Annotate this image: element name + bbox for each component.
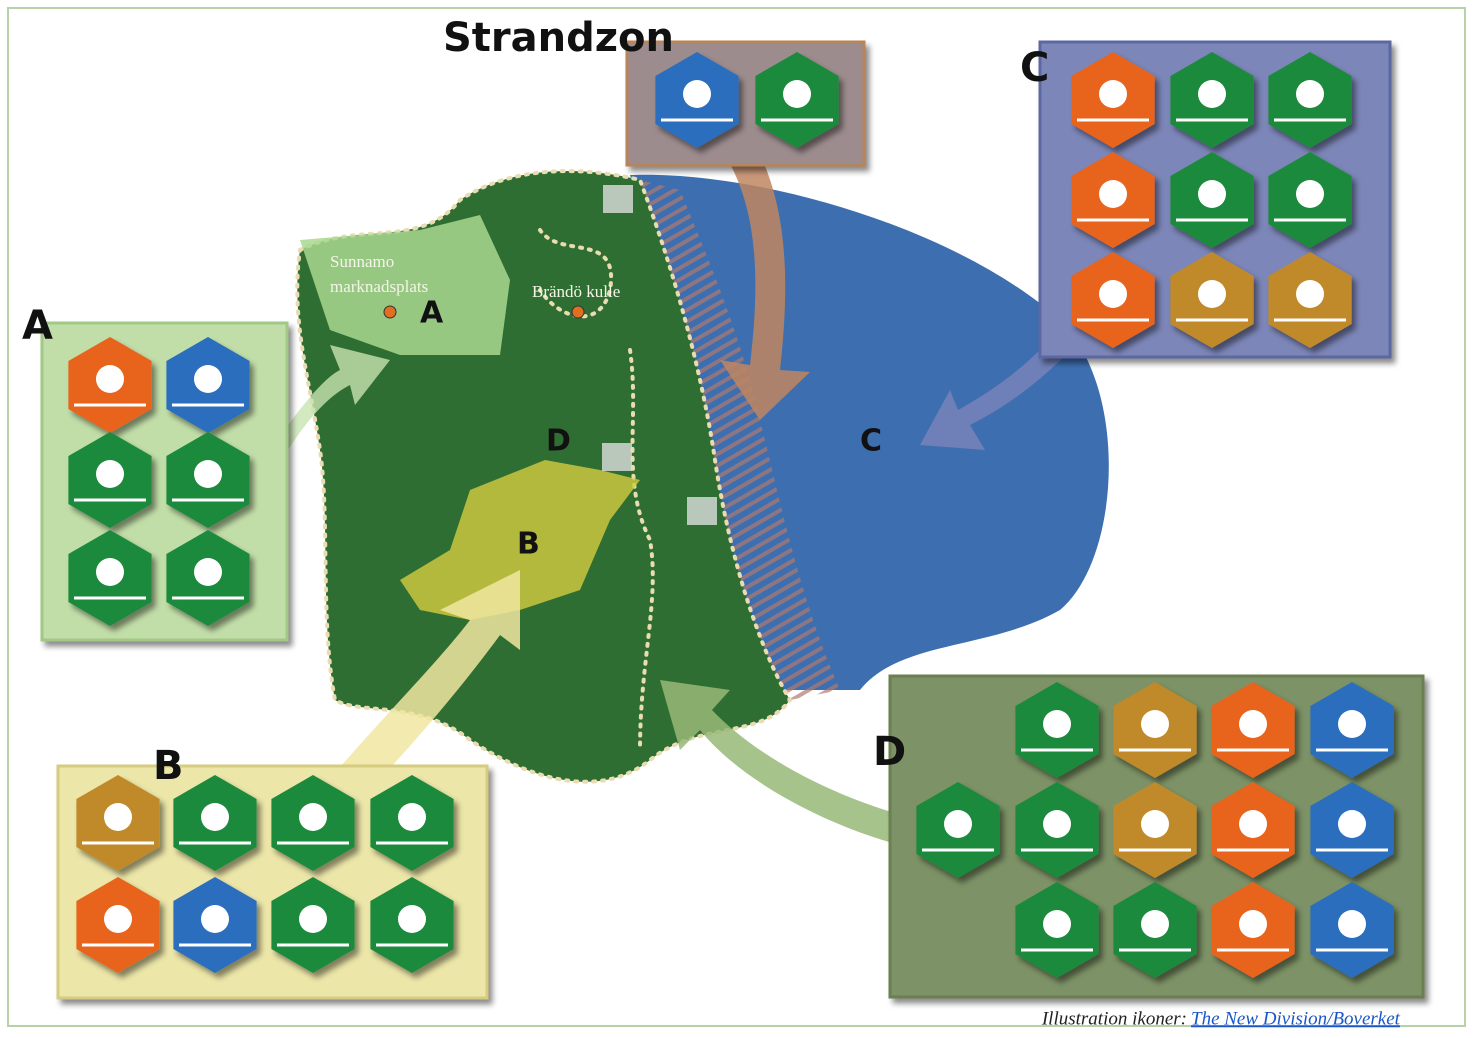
icon-glyph <box>299 803 327 831</box>
place-label: Sunnamo <box>330 252 394 271</box>
fire-icon <box>603 185 633 213</box>
icon-glyph <box>201 905 229 933</box>
icon-glyph <box>398 803 426 831</box>
fire-icon <box>687 497 717 525</box>
icon-glyph <box>683 80 711 108</box>
map-zone-label: C <box>860 424 882 459</box>
place-label: marknadsplats <box>330 277 428 296</box>
icon-glyph <box>194 460 222 488</box>
zone-title: D <box>873 729 906 775</box>
zone-title: C <box>1020 45 1049 91</box>
icon-glyph <box>299 905 327 933</box>
icon-glyph <box>1043 910 1071 938</box>
map-zone-label: D <box>546 424 571 459</box>
icon-glyph <box>1141 810 1169 838</box>
icon-glyph <box>1239 910 1267 938</box>
illustration: Sunnamo marknadsplats Brändö kulle A B C… <box>0 0 1473 1034</box>
icon-glyph <box>1239 710 1267 738</box>
page: Sunnamo marknadsplats Brändö kulle A B C… <box>0 0 1473 1034</box>
icon-glyph <box>1198 180 1226 208</box>
icon-glyph <box>1338 810 1366 838</box>
icon-glyph <box>1198 280 1226 308</box>
zone-title: A <box>22 303 53 349</box>
credit-text: Illustration ikoner: <box>1041 1008 1187 1029</box>
place-marker <box>384 306 396 318</box>
icon-glyph <box>194 558 222 586</box>
icon-glyph <box>104 803 132 831</box>
place-label: Brändö kulle <box>532 282 620 301</box>
icon-glyph <box>1296 80 1324 108</box>
icon-glyph <box>1043 710 1071 738</box>
credit-link[interactable]: The New Division/Boverket <box>1191 1008 1401 1029</box>
icon-glyph <box>1338 710 1366 738</box>
zone-title: Strandzon <box>443 15 674 61</box>
zone-title: B <box>153 743 184 789</box>
icon-glyph <box>1198 80 1226 108</box>
map-zone-label: A <box>420 296 444 331</box>
icon-glyph <box>398 905 426 933</box>
icon-glyph <box>1141 910 1169 938</box>
icon-glyph <box>1043 810 1071 838</box>
icon-glyph <box>1338 910 1366 938</box>
map-zone-label: B <box>517 527 540 562</box>
icon-glyph <box>1099 180 1127 208</box>
icon-glyph <box>96 365 124 393</box>
icon-glyph <box>1141 710 1169 738</box>
icon-glyph <box>194 365 222 393</box>
icon-glyph <box>1296 180 1324 208</box>
icon-glyph <box>1099 80 1127 108</box>
icon-glyph <box>201 803 229 831</box>
icon-glyph <box>783 80 811 108</box>
icon-glyph <box>96 460 124 488</box>
icon-glyph <box>1239 810 1267 838</box>
icon-glyph <box>1099 280 1127 308</box>
icon-glyph <box>104 905 132 933</box>
icon-glyph <box>96 558 124 586</box>
icon-glyph <box>944 810 972 838</box>
place-marker <box>572 306 584 318</box>
fire-icon <box>602 443 632 471</box>
icon-glyph <box>1296 280 1324 308</box>
